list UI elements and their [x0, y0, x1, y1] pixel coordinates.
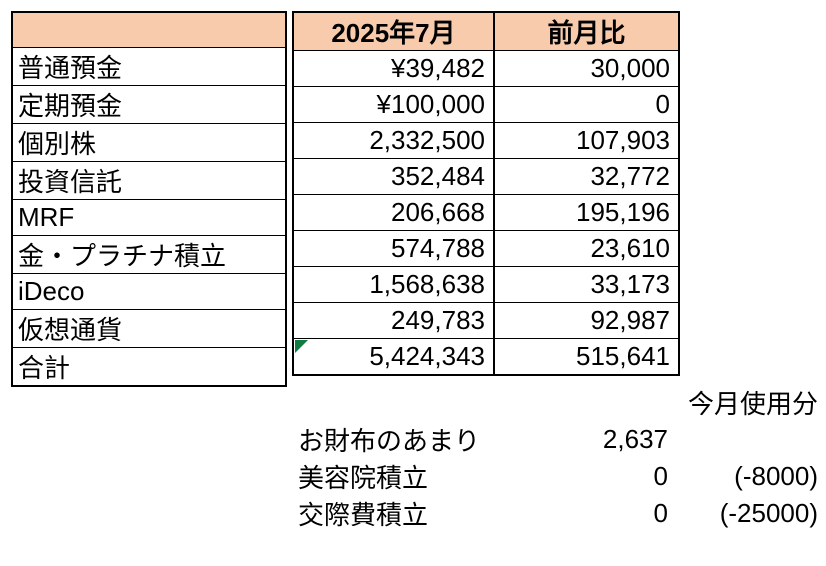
- asset-label-cell[interactable]: 投資信託: [11, 160, 287, 200]
- asset-label-cell[interactable]: 金・プラチナ積立: [11, 234, 287, 274]
- asset-label-cell[interactable]: 合計: [11, 346, 287, 386]
- summary-row: 交際費積立 0 (-25000): [292, 495, 820, 532]
- column-header-month[interactable]: 2025年7月: [292, 11, 495, 51]
- asset-value-cell[interactable]: 574,788: [292, 230, 495, 267]
- summary-header-label: 今月使用分: [687, 389, 818, 419]
- asset-value-cell[interactable]: ¥100,000: [292, 86, 495, 123]
- asset-value-cell[interactable]: 206,668: [292, 194, 495, 231]
- asset-diff-cell[interactable]: 0: [493, 86, 680, 123]
- asset-label-cell[interactable]: 仮想通貨: [11, 308, 287, 348]
- asset-diff-cell[interactable]: 107,903: [493, 122, 680, 159]
- summary-label[interactable]: お財布のあまり: [298, 426, 481, 456]
- asset-diff-cell[interactable]: 23,610: [493, 230, 680, 267]
- column-header-diff[interactable]: 前月比: [493, 11, 680, 51]
- asset-value-cell[interactable]: 2,332,500: [292, 122, 495, 159]
- summary-value[interactable]: 0: [653, 498, 668, 528]
- asset-value-cell[interactable]: 249,783: [292, 302, 495, 339]
- asset-diff-cell[interactable]: 33,173: [493, 266, 680, 303]
- asset-value-cell[interactable]: ¥39,482: [292, 50, 495, 87]
- summary-section: 今月使用分 お財布のあまり 2,637 美容院積立 0 (-8000) 交際費積…: [292, 384, 820, 532]
- total-value: 5,424,343: [369, 340, 485, 371]
- asset-value-cell[interactable]: 352,484: [292, 158, 495, 195]
- summary-label[interactable]: 美容院積立: [298, 463, 429, 493]
- summary-label[interactable]: 交際費積立: [298, 500, 429, 530]
- summary-note[interactable]: (-8000): [734, 461, 818, 491]
- asset-label-cell[interactable]: iDeco: [11, 272, 287, 310]
- summary-row: 美容院積立 0 (-8000): [292, 458, 820, 495]
- asset-diff-cell[interactable]: 30,000: [493, 50, 680, 87]
- asset-diff-cell[interactable]: 32,772: [493, 158, 680, 195]
- total-diff-cell[interactable]: 515,641: [493, 338, 680, 375]
- formula-error-indicator-icon[interactable]: [295, 340, 308, 353]
- asset-labels-table: 普通預金 定期預金 個別株 投資信託 MRF 金・プラチナ積立 iDeco 仮想…: [11, 11, 287, 387]
- summary-header-row: 今月使用分: [292, 384, 820, 421]
- asset-label-cell[interactable]: MRF: [11, 198, 287, 236]
- summary-row: お財布のあまり 2,637: [292, 421, 820, 458]
- asset-label-cell[interactable]: 普通預金: [11, 46, 287, 86]
- summary-value[interactable]: 0: [653, 461, 668, 491]
- asset-values-table: 2025年7月 前月比 ¥39,482 30,000 ¥100,000 0 2,…: [292, 11, 680, 376]
- asset-value-cell[interactable]: 1,568,638: [292, 266, 495, 303]
- summary-note[interactable]: (-25000): [719, 498, 818, 528]
- summary-value[interactable]: 2,637: [602, 424, 668, 454]
- asset-diff-cell[interactable]: 92,987: [493, 302, 680, 339]
- asset-label-cell[interactable]: 定期預金: [11, 84, 287, 124]
- total-value-cell[interactable]: 5,424,343: [292, 338, 495, 375]
- corner-header-cell[interactable]: [11, 11, 287, 48]
- asset-diff-cell[interactable]: 195,196: [493, 194, 680, 231]
- asset-label-cell[interactable]: 個別株: [11, 122, 287, 162]
